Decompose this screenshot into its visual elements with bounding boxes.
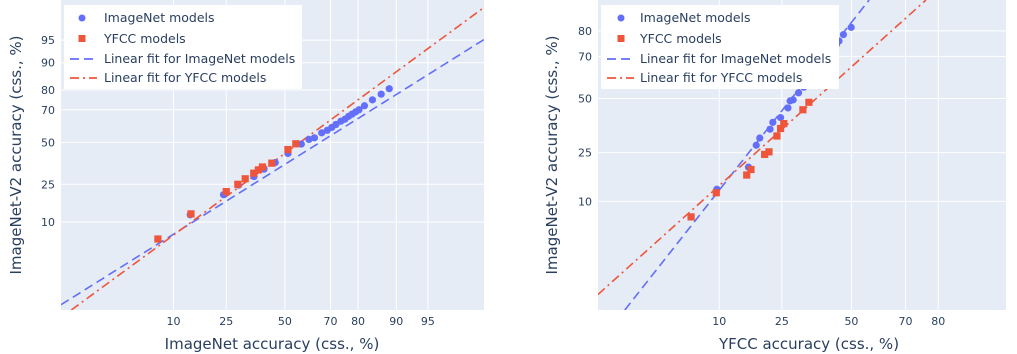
x-tick-labels: 10 25 50 70 80 — [712, 315, 945, 328]
y-tick-label: 90 — [41, 57, 55, 70]
y-tick-label: 70 — [41, 104, 55, 117]
legend-label-imagenet-fit: Linear fit for ImageNet models — [104, 51, 295, 66]
legend-marker-imagenet — [617, 14, 625, 22]
yfcc-point — [154, 235, 162, 243]
y-tick-label: 80 — [41, 84, 55, 97]
yfcc-fit-line — [598, 0, 927, 296]
fit-lines — [61, 6, 484, 310]
legend-label-yfcc-fit: Linear fit for YFCC models — [640, 70, 802, 85]
yfcc-point — [747, 165, 755, 174]
legend-label-yfcc: YFCC models — [103, 31, 186, 46]
yfcc-point — [187, 210, 195, 218]
yfcc-point — [799, 106, 807, 114]
yfcc-point — [743, 171, 751, 179]
y-tick-label: 80 — [578, 25, 592, 38]
yfcc-point — [687, 213, 695, 221]
yfcc-point — [712, 189, 720, 197]
yfcc-point — [773, 132, 781, 140]
legend-box — [601, 5, 839, 89]
imagenet-point — [360, 102, 369, 110]
legend-label-yfcc: YFCC models — [639, 31, 722, 46]
imagenet-point — [794, 89, 803, 97]
legend-label-yfcc-fit: Linear fit for YFCC models — [104, 70, 266, 85]
yfcc-point — [776, 124, 785, 133]
imagenet-point — [297, 140, 305, 148]
x-tick-label: 25 — [219, 315, 233, 328]
y-tick-label: 25 — [41, 178, 55, 191]
imagenet-point — [752, 141, 760, 149]
legend-box — [64, 5, 302, 89]
y-tick-labels: 10 25 50 70 80 — [578, 25, 592, 208]
yfcc-point — [292, 140, 300, 148]
imagenet-point — [784, 104, 792, 112]
x-tick-label: 80 — [351, 315, 365, 328]
y-tick-labels: 10 25 50 70 80 90 95 — [41, 34, 55, 229]
yfcc-point — [250, 169, 258, 177]
x-tick-label: 95 — [421, 315, 435, 328]
yfcc-point — [222, 188, 230, 196]
x-tick-label: 25 — [775, 315, 789, 328]
imagenet-point — [766, 125, 774, 133]
imagenet-point — [789, 96, 797, 104]
x-tick-label: 70 — [323, 315, 337, 328]
legend-label-imagenet: ImageNet models — [104, 10, 215, 25]
imagenet-point — [318, 129, 326, 137]
legend-marker-imagenet — [78, 14, 86, 22]
x-tick-label: 50 — [278, 315, 292, 328]
imagenet-point — [847, 23, 855, 31]
y-tick-label: 25 — [578, 147, 592, 160]
imagenet-point — [368, 96, 377, 104]
y-tick-label: 10 — [578, 195, 592, 208]
imagenet-point — [776, 113, 785, 122]
yfcc-points — [687, 98, 813, 221]
y-tick-label: 50 — [41, 136, 55, 149]
imagenet-point — [756, 134, 764, 142]
legend-label-imagenet: ImageNet models — [640, 10, 751, 25]
y-axis-title: ImageNet-V2 accuracy (css., %) — [7, 36, 25, 275]
yfcc-point — [241, 175, 249, 183]
chart-right: 10 25 50 70 80 10 25 50 70 80 YFCC accuracy (css… — [543, 0, 1006, 353]
y-tick-label: 70 — [578, 50, 592, 63]
yfcc-point — [268, 159, 276, 167]
x-tick-label: 70 — [899, 315, 913, 328]
y-tick-label: 50 — [578, 92, 592, 105]
yfcc-point — [761, 150, 769, 158]
legend: ImageNet models YFCC models Linear fit f… — [601, 5, 839, 89]
yfcc-point — [254, 166, 262, 174]
x-tick-label: 10 — [167, 315, 181, 328]
x-axis-title: YFCC accuracy (css., %) — [718, 335, 899, 353]
legend-marker-yfcc — [617, 35, 625, 42]
yfcc-point — [765, 148, 773, 156]
chart-left: 10 25 50 70 80 90 95 10 25 50 70 80 90 95 ImageNet a… — [7, 0, 484, 353]
x-tick-labels: 10 25 50 70 80 90 95 — [167, 315, 435, 328]
yfcc-point — [258, 163, 267, 171]
x-tick-label: 80 — [931, 315, 945, 328]
yfcc-points — [154, 140, 300, 243]
imagenet-point — [769, 118, 777, 126]
x-axis-title: ImageNet accuracy (css., %) — [165, 335, 380, 353]
yfcc-point — [284, 145, 292, 154]
imagenet-point — [310, 134, 319, 142]
imagenet-point — [839, 30, 848, 39]
x-tick-label: 90 — [389, 315, 403, 328]
legend: ImageNet models YFCC models Linear fit f… — [64, 5, 302, 89]
imagenet-point — [305, 135, 313, 144]
yfcc-point — [805, 98, 813, 106]
y-tick-label: 95 — [41, 34, 55, 47]
imagenet-point — [377, 90, 385, 98]
legend-marker-yfcc — [78, 35, 86, 42]
y-tick-label: 10 — [41, 216, 55, 229]
imagenet-point — [355, 106, 363, 114]
x-tick-label: 10 — [712, 315, 726, 328]
legend-label-imagenet-fit: Linear fit for ImageNet models — [640, 51, 831, 66]
y-axis-title: ImageNet-V2 accuracy (css., %) — [543, 36, 561, 275]
x-tick-label: 50 — [844, 315, 858, 328]
yfcc-fit-line — [70, 6, 484, 310]
yfcc-point — [234, 180, 242, 188]
yfcc-point — [780, 120, 788, 128]
imagenet-point — [385, 85, 393, 93]
